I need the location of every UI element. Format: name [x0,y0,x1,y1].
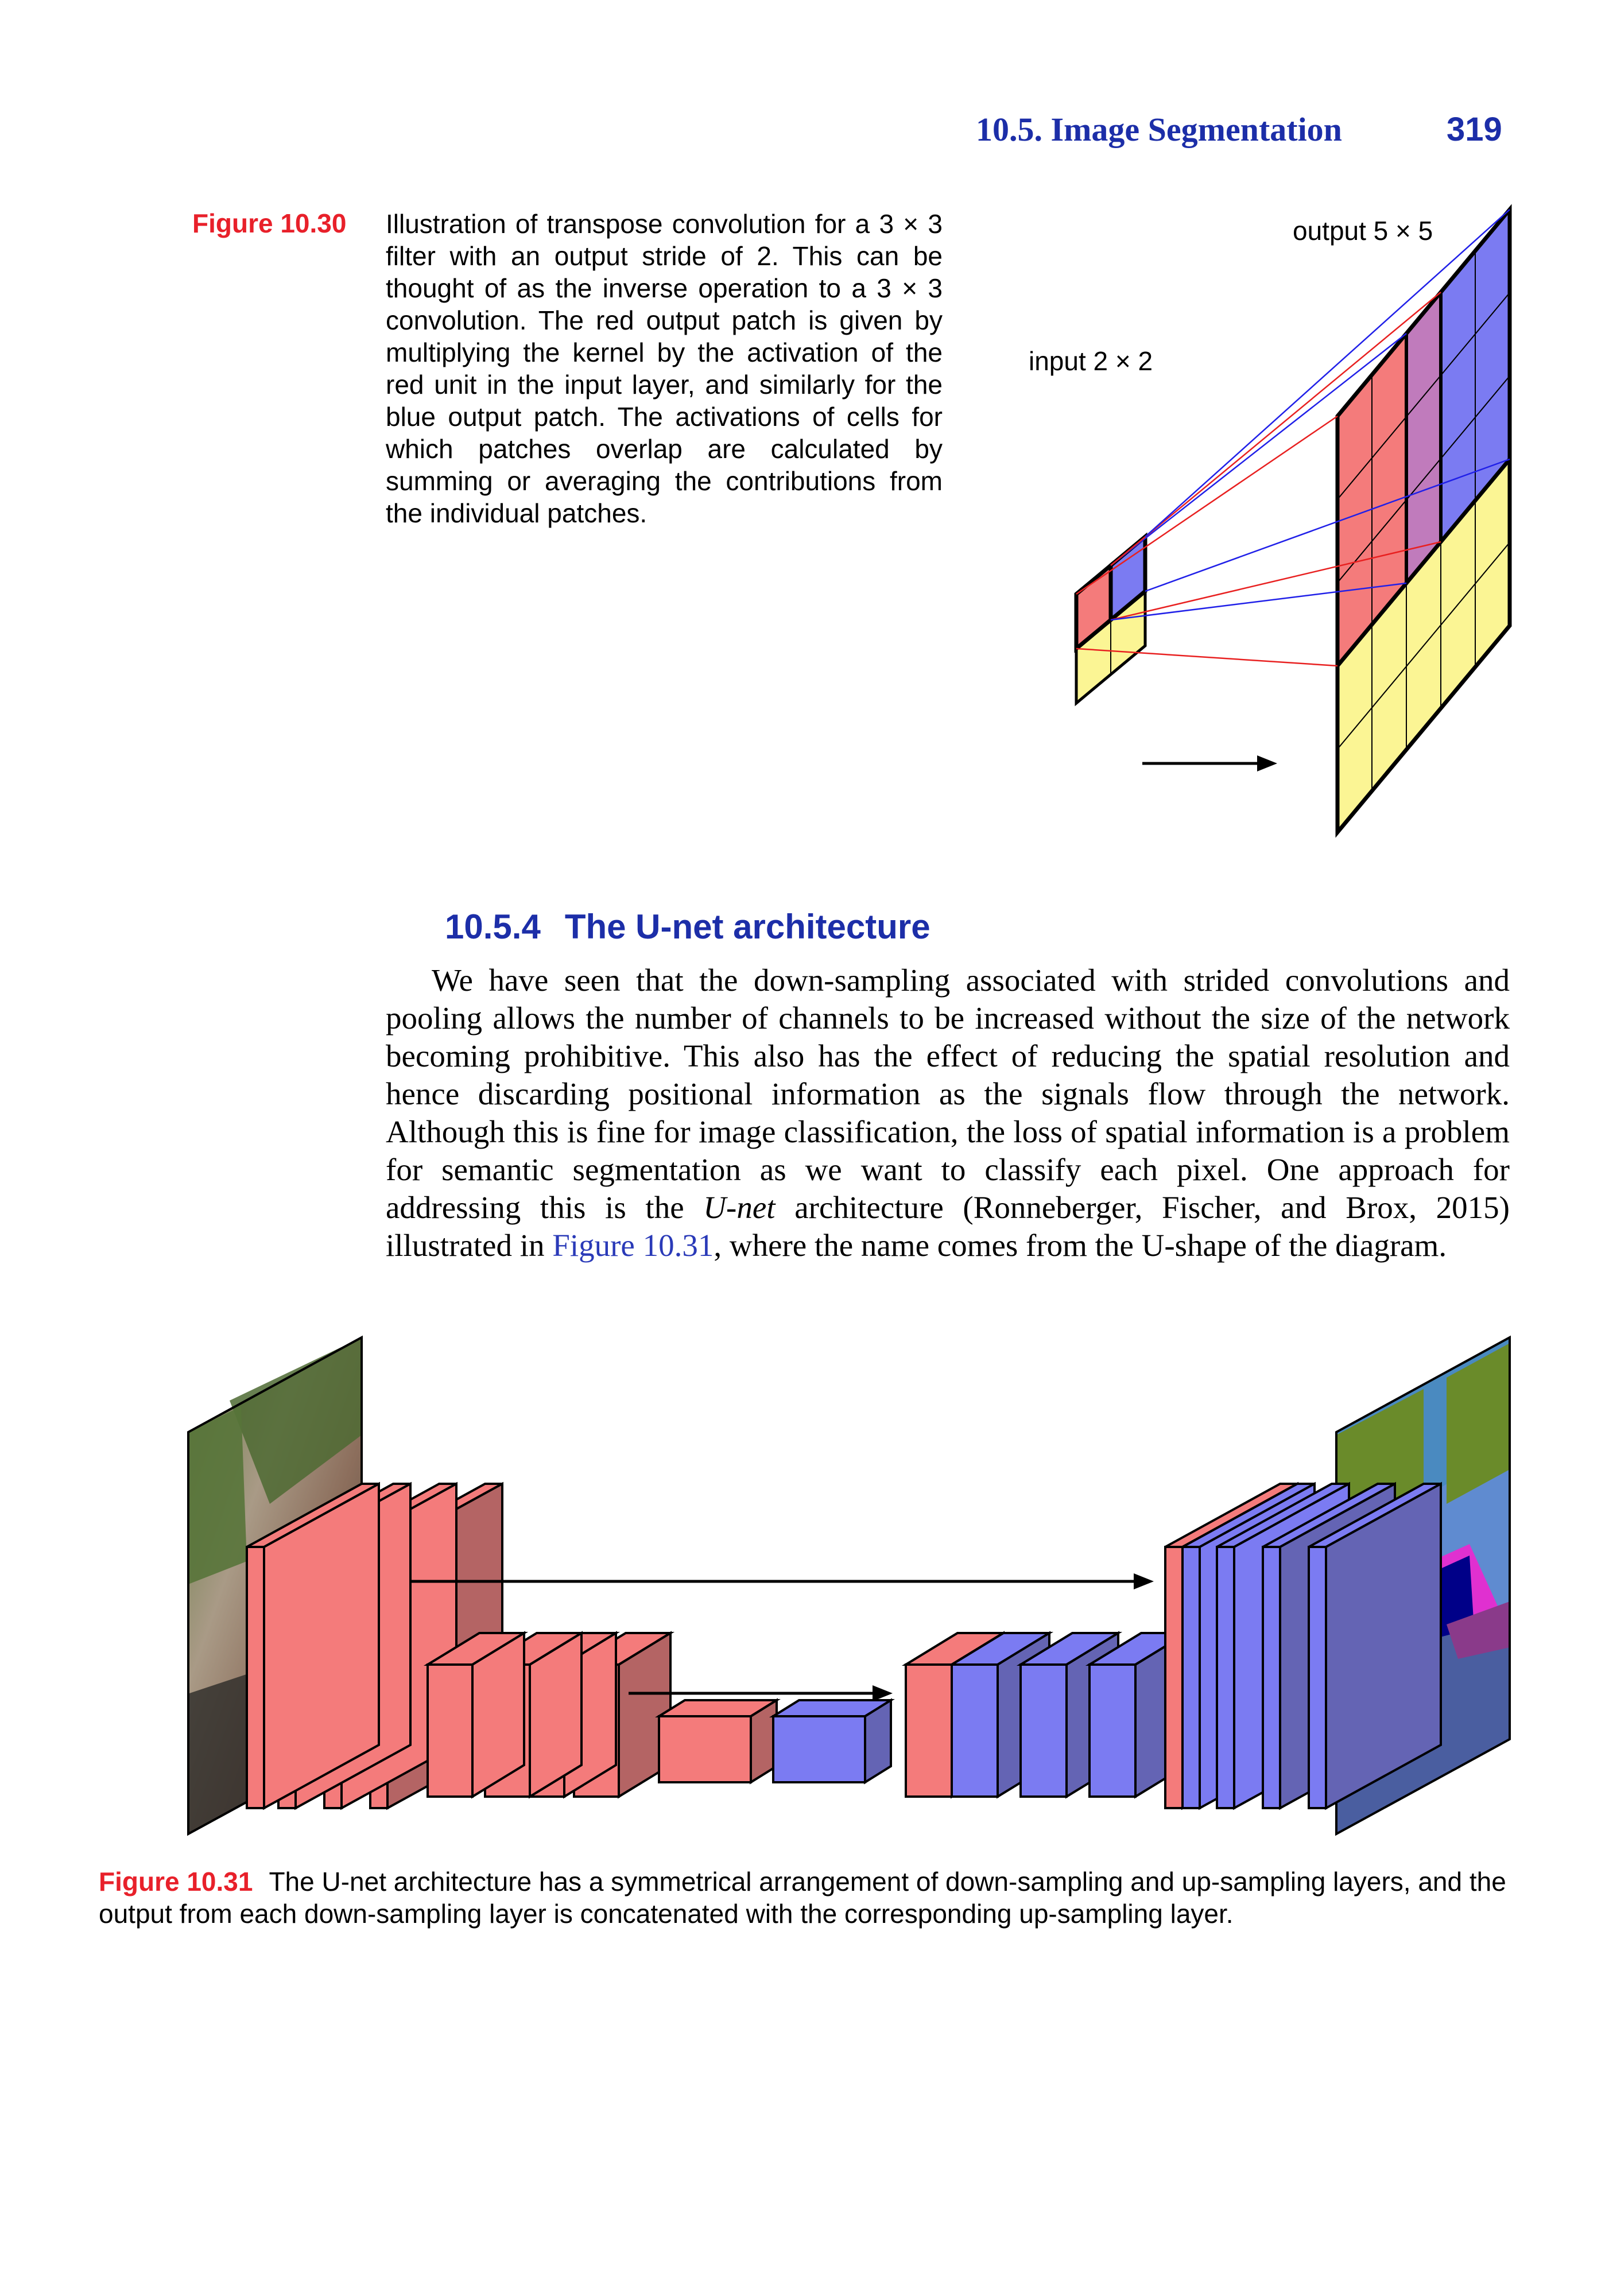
running-header-title: 10.5. Image Segmentation [976,111,1342,148]
input-label: input 2 × 2 [1029,346,1153,376]
layer-block [1308,1481,1442,1810]
figure-10-31-label: Figure 10.31 [99,1867,253,1896]
figure-10-31-caption-text: The U-net architecture has a symmetrical… [99,1867,1506,1929]
section-title: The U-net architecture [564,907,930,946]
body-text-3: , where the name comes from the U-shape … [714,1228,1447,1263]
body-emphasis: U-net [703,1190,776,1225]
layer-block [655,1698,781,1785]
section-number: 10.5.4 [445,907,541,946]
output-grid [1335,204,1512,838]
body-text-2: architecture (Ronneberger, Fischer, and … [386,1190,1510,1263]
figure-10-30-caption: Illustration of transpose convolution fo… [386,209,943,528]
transpose-convolution-diagram: input 2 × 2 output 5 × 5 [1029,204,1512,838]
layer-block [947,1631,1054,1799]
projection-lines [1076,209,1510,667]
unet-layers [246,1481,1442,1810]
body-paragraph: We have seen that the down-sampling asso… [386,961,1510,1265]
layer-block [423,1631,529,1799]
output-label: output 5 × 5 [1293,216,1433,246]
input-grid [1074,532,1147,707]
figure-link[interactable]: Figure 10.31 [552,1228,714,1263]
figure-10-31-caption: Figure 10.31 The U-net architecture has a… [99,1865,1522,1930]
skip-connection-arrows [410,1573,1154,1701]
section-heading: 10.5.4 The U-net architecture [445,907,930,947]
stride-arrow [1142,755,1277,771]
body-text-1: We have seen that the down-sampling asso… [386,963,1510,1225]
page-number: 319 [1447,111,1502,148]
layer-block [246,1481,380,1810]
figure-10-30-label: Figure 10.30 [192,208,347,238]
layer-block [769,1698,895,1785]
